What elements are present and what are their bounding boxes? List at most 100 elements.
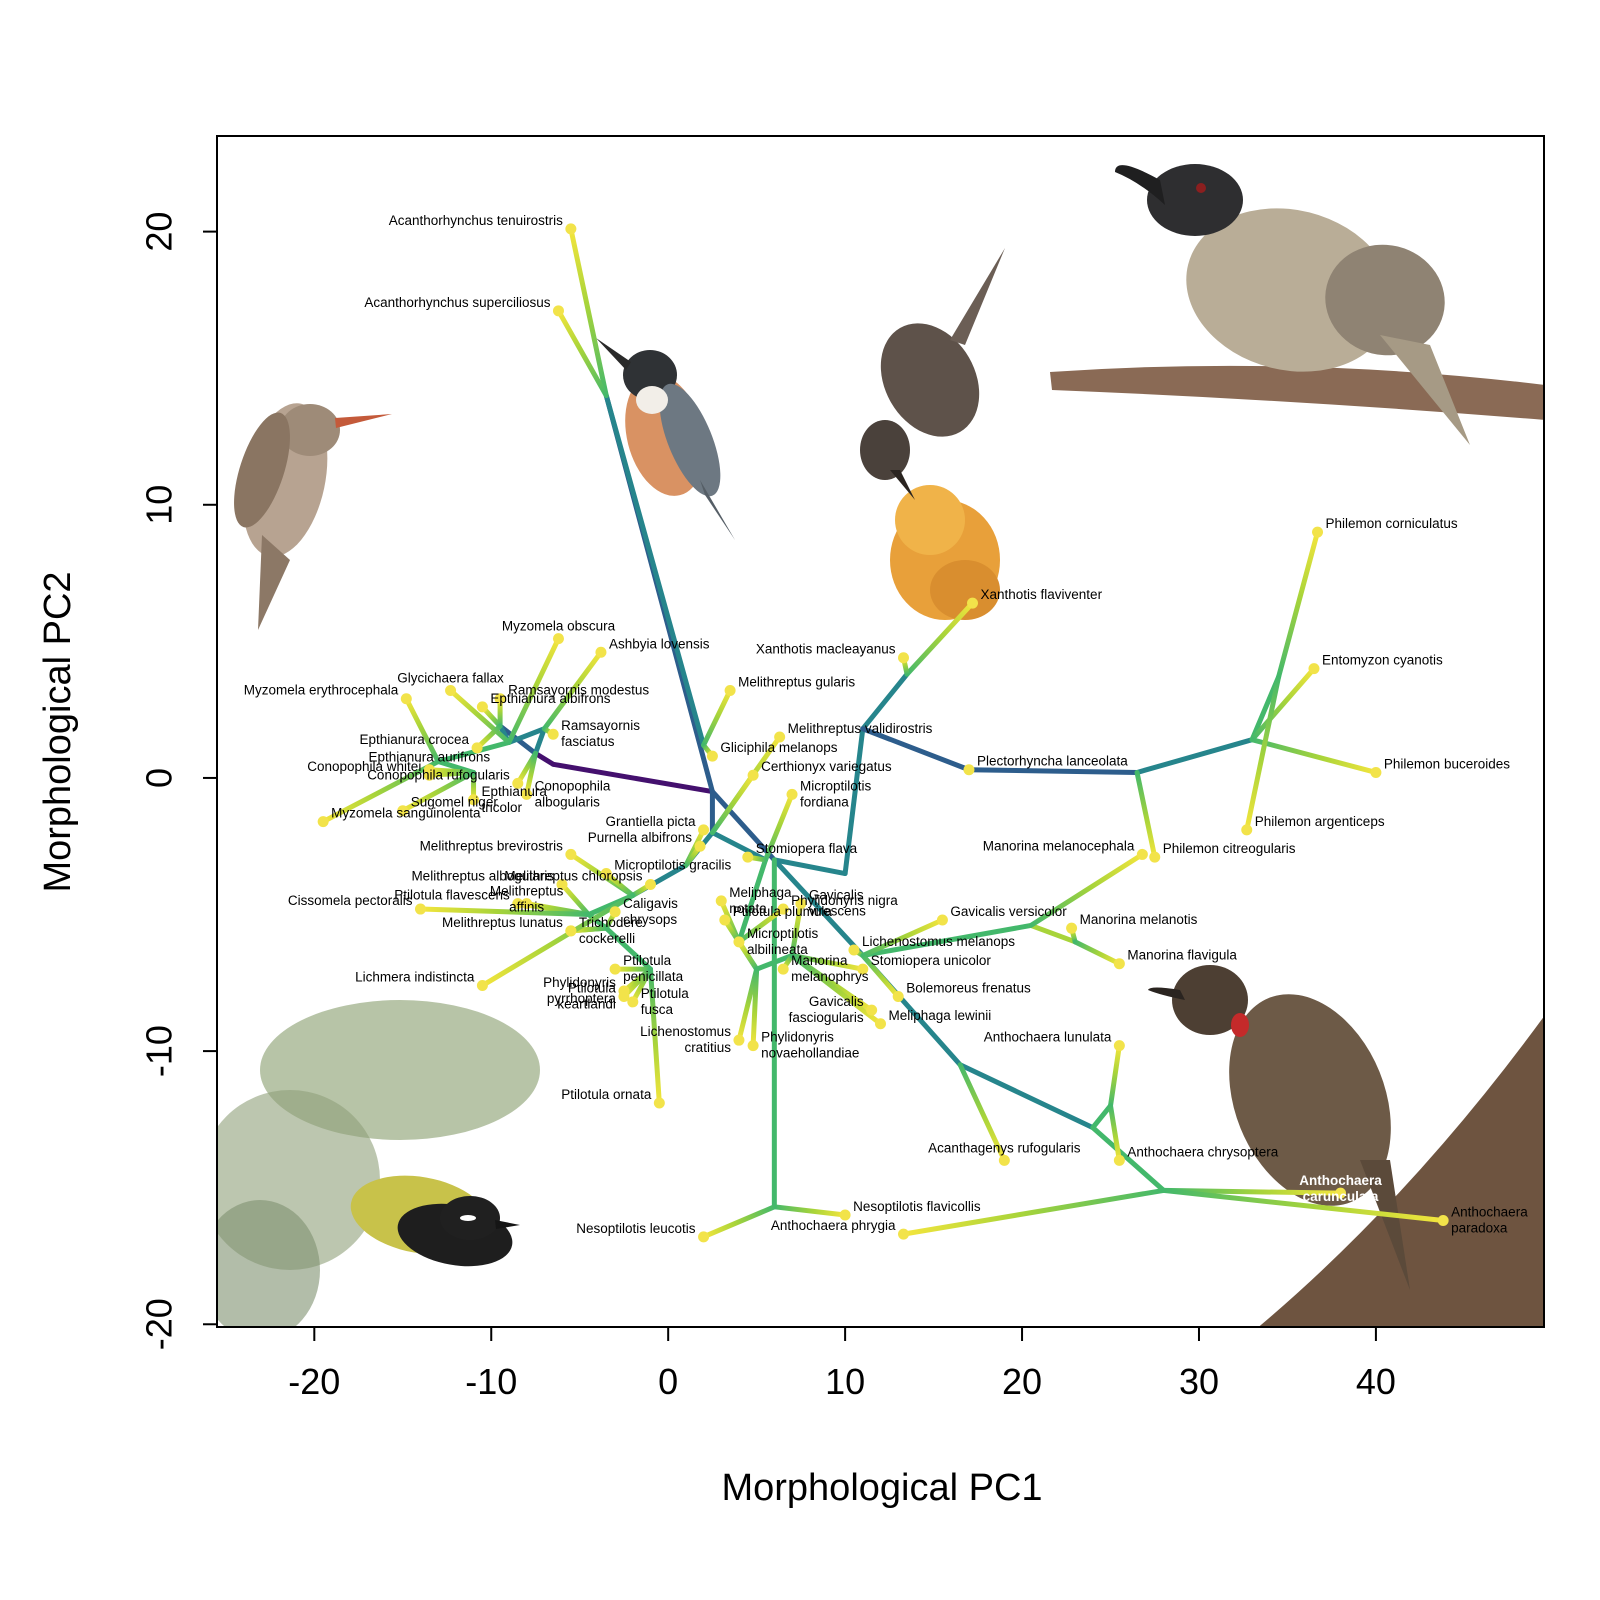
species-label-phylidonyris-pyrrhoptera: Phylidonyris pyrrhoptera [543,975,616,1006]
tip-point-phylidonyris-novaehollandiae [747,1040,759,1052]
species-label-ptilotula-flavescens: Ptilotula flavescens [394,888,510,903]
tip-point-lichenostomus-melanops [848,944,860,956]
species-label-lichmera-indistincta: Lichmera indistincta [355,970,475,985]
branch-n-clade1-n-clade1a [532,750,556,767]
species-label-lichenostomus-cratitius: Lichenostomus cratitius [640,1024,731,1055]
species-label-glycichaera-fallax: Glycichaera fallax [397,671,504,686]
tip-point-ptilotula-plumula [719,914,731,926]
species-label-ptilotula-ornata: Ptilotula ornata [561,1087,652,1102]
tip-point-conopophila-albogularis [521,788,533,800]
tip-point-lichmera-indistincta [476,980,488,992]
species-label-melithreptus-lunatus: Melithreptus lunatus [442,915,563,930]
tip-branch-acanthagenys-rufogularis [957,1062,1007,1163]
tip-point-gavicalis-virescens [795,898,807,910]
y-tick-label: 10 [139,485,180,525]
tip-point-acanthorhynchus-tenuirostris [565,223,577,235]
branch-n-big-n-man [771,857,866,958]
tip-point-anthochaera-carunculata [1335,1187,1347,1199]
species-label-cissomela-pectoralis: Cissomela pectoralis [288,893,413,908]
tip-point-lichenostomus-cratitius [733,1034,745,1046]
tip-point-microptilotis-fordiana [786,788,798,800]
red-wattlebird-on-branch-icon [1148,965,1544,1327]
tip-point-myzomela-obscura [552,633,564,645]
tip-point-ramsayornis-fasciatus [547,728,559,740]
tip-point-meliphaga-notata [715,895,727,907]
species-label-meliphaga-notata: Meliphaga notata [729,885,792,916]
branch-n-big2-n-big3 [842,726,866,877]
tip-point-glycichaera-fallax [445,685,457,697]
branch-root-n-clade1 [550,761,715,795]
tip-point-myzomela-erythrocephala [400,693,412,705]
brown-honeyeater-bird-icon [234,403,392,630]
tip-branch-phylidonyris-nigra [736,906,786,945]
species-label-melithreptus-albogularis: Melithreptus albogularis [411,868,554,883]
tip-point-philemon-argenticeps [1241,824,1253,836]
tip-branch-myzomela-sanguinolenta [320,759,441,825]
species-label-phylidonyris-novaehollandiae: Phylidonyris novaehollandiae [761,1030,859,1061]
tip-point-epthianura-albifrons [476,701,488,713]
tip-point-microptilotis-gracilis [600,868,612,880]
species-label-anthochaera-phrygia: Anthochaera phrygia [771,1218,896,1233]
tip-branch-lichmera-indistincta [479,892,636,989]
species-label-acanthorhynchus-tenuirostris: Acanthorhynchus tenuirostris [389,213,563,228]
y-tick-label: -20 [139,1298,180,1350]
species-label-bolemoreus-frenatus: Bolemoreus frenatus [906,980,1031,995]
tip-branch-acanthorhynchus-tenuirostris [568,226,609,399]
tip-point-manorina-melanophrys [777,963,789,975]
species-label-ramsayornis-modestus: Ramsayornis modestus [508,683,649,698]
tip-point-stomiopera-flava [742,851,754,863]
tip-branch-philemon-corniculatus [1276,529,1321,680]
tip-branch-anthochaera-phrygia [901,1187,1167,1237]
tip-point-stomiopera-unicolor [857,963,869,975]
tip-point-anthochaera-chrysoptera [1113,1154,1125,1166]
tip-branch-myzomela-erythrocephala [403,696,441,765]
tip-point-purnella-albifrons [694,840,706,852]
tip-branch-sugomel-niger [400,769,477,814]
branch-n-man2-n-man3 [1028,922,1078,945]
species-label-epthianura-aurifrons: Epthianura aurifrons [369,750,491,765]
species-label-gavicalis-versicolor: Gavicalis versicolor [950,904,1067,919]
species-label-certhionyx-variegatus: Certhionyx variegatus [761,759,892,774]
species-label-sugomel-niger: Sugomel niger [411,795,499,810]
tip-point-nesoptilotis-leucotis [698,1231,710,1243]
tip-branch-gavicalis-virescens [789,901,804,958]
tip-point-ptilotula-keartlandi [618,990,630,1002]
species-label-meliphaga-lewinii: Meliphaga lewinii [889,1008,992,1023]
tip-points [317,223,1449,1243]
tip-branch-conopophila-whitei [426,769,477,778]
tip-point-meliphaga-lewinii [875,1018,886,1030]
new-holland-honeyeater-in-shrub-icon [217,1000,540,1327]
species-label-gliciphila-melanops: Gliciphila melanops [720,740,837,755]
species-label-manorina-flavigula: Manorina flavigula [1127,948,1237,963]
species-label-manorina-melanotis: Manorina melanotis [1080,912,1198,927]
tip-point-microptilotis-albilineata [733,936,745,948]
species-label-manorina-melanocephala: Manorina melanocephala [983,838,1135,853]
tip-branch-microptilotis-fordiana [762,791,795,863]
tip-point-gavicalis-versicolor [936,914,948,926]
x-tick-label: -10 [465,1361,517,1402]
tip-branch-conopophila-albogularis [524,750,538,797]
tip-point-epthianura-crocea [471,742,483,754]
tip-branch-certhionyx-variegatus [709,772,756,836]
species-label-melithreptus-gularis: Melithreptus gularis [738,675,855,690]
branch-n-anth-n-anth2 [957,1062,1096,1131]
species-label-anthochaera-chrysoptera: Anthochaera chrysoptera [1127,1144,1278,1159]
branch-n-anth2-n-anth4 [1090,1125,1167,1193]
tip-point-anthochaera-paradoxa [1437,1214,1449,1226]
tip-point-sugomel-niger [397,805,409,817]
species-label-conopophila-rufogularis: Conopophila rufogularis [367,767,510,782]
x-tick-label: -20 [288,1361,340,1402]
tip-point-ptilotula-ornata [653,1097,665,1109]
species-label-manorina-melanophrys: Manorina melanophrys [791,953,869,984]
tip-branch-microptilotis-gracilis [603,871,636,898]
tip-point-melithreptus-affinis [521,898,533,910]
tip-point-conopophila-whitei [423,769,435,781]
species-label-epthianura-albifrons: Epthianura albifrons [490,691,610,706]
species-label-ptilotula-fusca: Ptilotula fusca [641,986,690,1017]
tip-point-philemon-corniculatus [1312,526,1324,538]
species-label-xanthotis-macleayanus: Xanthotis macleayanus [756,642,896,657]
species-label-microptilotis-gracilis: Microptilotis gracilis [614,858,731,873]
tip-branch-phylidonyris-novaehollandiae [750,966,760,1049]
branch-n-ram-n-myz [506,726,547,745]
species-label-microptilotis-albilineata: Microptilotis albilineata [747,926,819,957]
